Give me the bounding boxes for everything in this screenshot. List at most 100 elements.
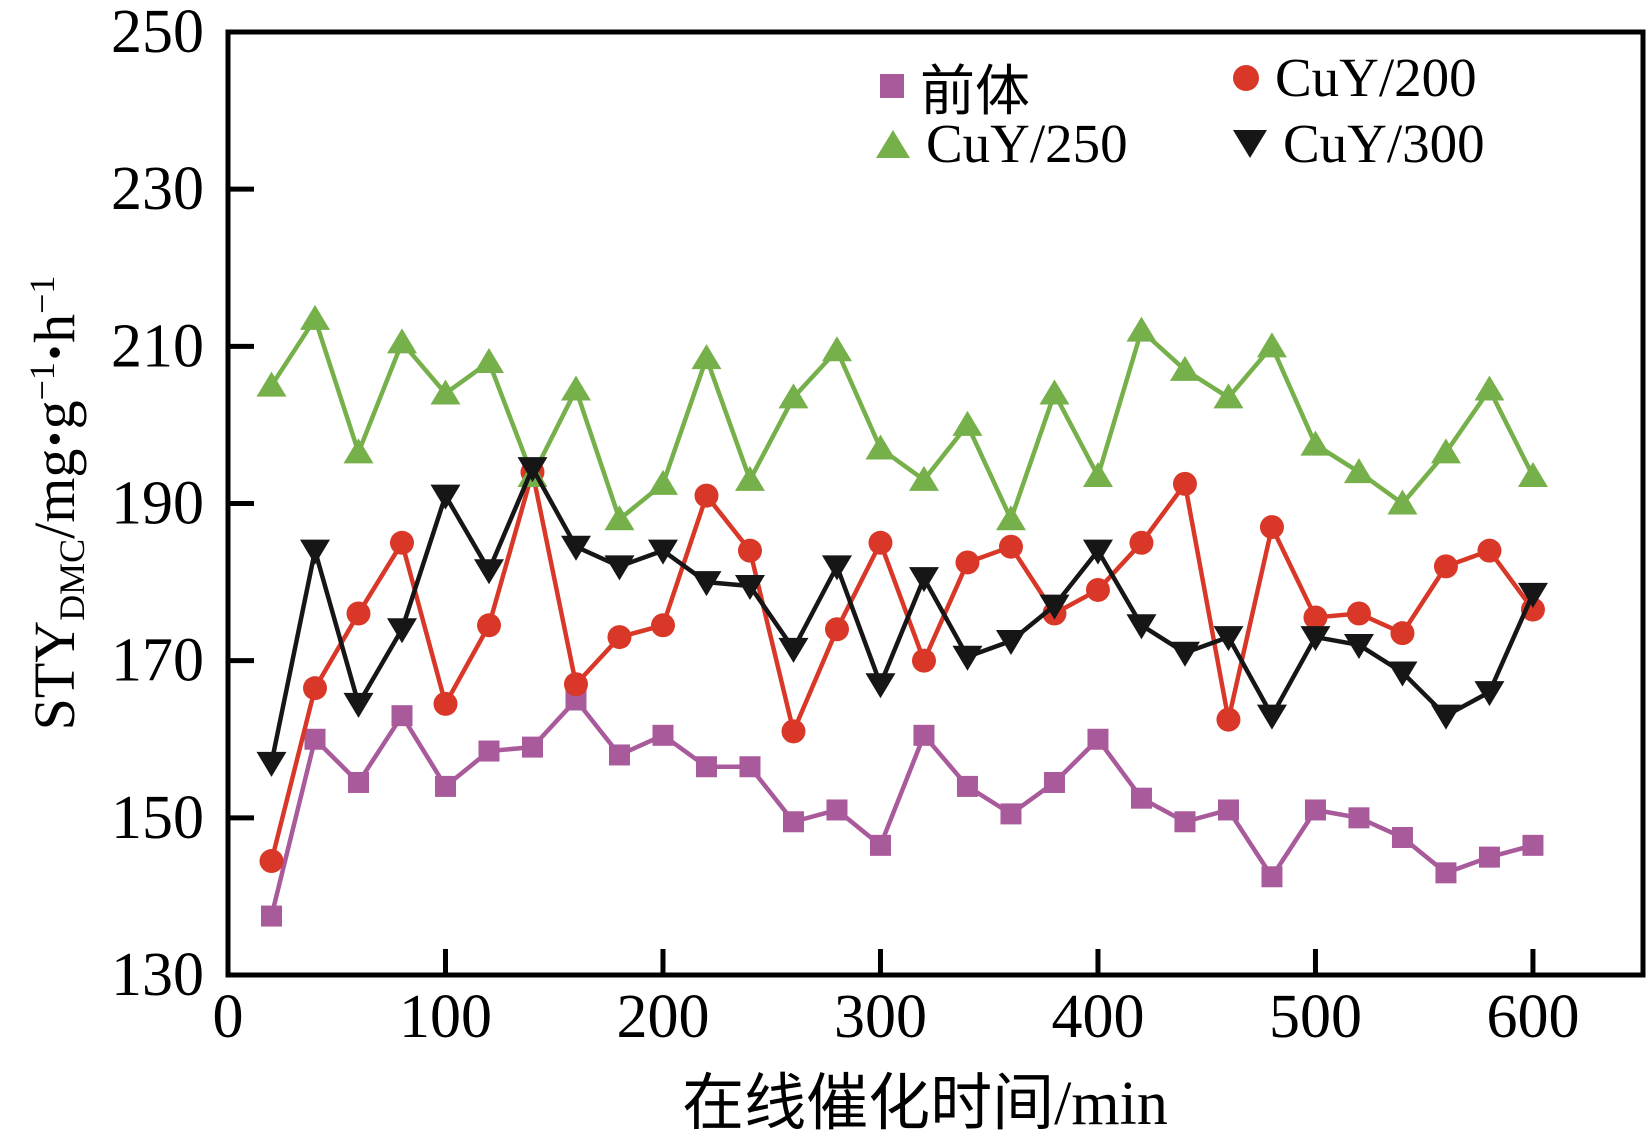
triangle-up-marker-icon: [876, 129, 910, 158]
y-axis-title-part: DMC: [52, 538, 93, 621]
legend-item-cuy-200: CuY/200: [1233, 46, 1477, 109]
data-point-cuy-200: [476, 613, 501, 638]
data-point-precursor: [1043, 771, 1065, 793]
data-point-precursor: [1087, 728, 1109, 750]
data-point-precursor: [304, 728, 326, 750]
data-point-cuy-250: [430, 379, 461, 405]
data-point-cuy-250: [821, 336, 852, 362]
data-point-cuy-300: [995, 630, 1026, 656]
data-point-cuy-250: [865, 434, 896, 460]
data-point-cuy-250: [908, 465, 939, 491]
legend-label: CuY/250: [926, 113, 1128, 174]
data-point-cuy-250: [1474, 375, 1505, 401]
data-point-cuy-200: [737, 538, 762, 563]
data-point-cuy-200: [1433, 554, 1458, 579]
y-tick-label: 190: [111, 470, 204, 538]
data-point-cuy-300: [1343, 633, 1374, 659]
data-point-cuy-250: [995, 505, 1026, 531]
square-marker-icon: [880, 74, 904, 98]
y-tick-label: 150: [111, 784, 204, 852]
data-point-cuy-200: [1303, 605, 1328, 630]
x-tick-label: 200: [616, 983, 709, 1051]
data-point-cuy-300: [386, 618, 417, 644]
data-point-cuy-250: [691, 344, 722, 370]
legend-item-cuy-300: CuY/300: [1233, 112, 1485, 175]
series-line-cuy-200: [269, 469, 1535, 862]
data-point-cuy-250: [473, 348, 504, 374]
data-point-cuy-250: [343, 438, 374, 464]
data-point-cuy-300: [343, 692, 374, 718]
circle-marker-icon: [1233, 64, 1259, 91]
y-tick-label: 210: [111, 312, 204, 380]
data-point-cuy-300: [691, 571, 722, 597]
data-point-cuy-200: [607, 625, 632, 650]
data-point-cuy-200: [1259, 515, 1284, 540]
data-point-cuy-300: [560, 535, 591, 561]
data-point-cuy-300: [604, 555, 635, 581]
y-axis-title-part: −1: [22, 362, 63, 401]
data-point-cuy-300: [256, 751, 287, 777]
legend-label: CuY/200: [1275, 47, 1477, 108]
x-tick-label: 500: [1269, 983, 1362, 1051]
data-point-precursor: [1348, 807, 1370, 829]
data-point-precursor: [1000, 803, 1022, 825]
data-point-precursor: [695, 756, 717, 778]
y-axis-title-part: •: [30, 344, 79, 361]
data-point-precursor: [434, 775, 456, 797]
data-point-cuy-200: [1346, 601, 1371, 626]
data-point-cuy-200: [1129, 530, 1154, 555]
data-point-cuy-200: [389, 530, 414, 555]
data-point-precursor: [652, 724, 674, 746]
data-point-cuy-300: [647, 539, 678, 565]
data-point-cuy-200: [868, 530, 893, 555]
data-point-precursor: [347, 771, 369, 793]
data-point-cuy-300: [1474, 681, 1505, 707]
legend-item-cuy-250: CuY/250: [876, 112, 1128, 175]
y-tick-label: 250: [111, 0, 204, 66]
data-point-cuy-300: [908, 567, 939, 593]
data-point-cuy-300: [1126, 614, 1157, 640]
data-point-cuy-250: [952, 410, 983, 436]
data-point-precursor: [1522, 834, 1544, 856]
data-point-precursor: [478, 740, 500, 762]
data-point-precursor: [826, 799, 848, 821]
data-point-cuy-200: [694, 483, 719, 508]
data-point-precursor: [913, 724, 935, 746]
data-point-cuy-300: [865, 673, 896, 699]
data-point-cuy-300: [1256, 704, 1287, 730]
y-axis-title-part: −1: [22, 275, 63, 314]
data-point-cuy-250: [1082, 461, 1113, 487]
data-point-cuy-300: [1039, 594, 1070, 620]
y-axis-title-part: g: [21, 400, 87, 430]
data-point-cuy-300: [517, 457, 548, 483]
data-point-cuy-300: [299, 539, 330, 565]
data-point-cuy-300: [1300, 626, 1331, 652]
data-point-cuy-250: [299, 304, 330, 330]
data-point-cuy-300: [473, 559, 504, 585]
data-point-cuy-250: [1126, 316, 1157, 342]
x-tick-label: 0: [213, 983, 244, 1051]
data-point-cuy-250: [604, 505, 635, 531]
data-point-cuy-200: [824, 617, 849, 642]
data-point-precursor: [1478, 846, 1500, 868]
data-point-cuy-250: [1300, 430, 1331, 456]
data-point-cuy-300: [1082, 539, 1113, 565]
data-point-cuy-300: [1169, 641, 1200, 667]
x-tick-label: 400: [1051, 983, 1144, 1051]
data-point-cuy-250: [647, 469, 678, 495]
data-point-precursor: [1174, 811, 1196, 833]
data-point-precursor: [391, 705, 413, 727]
series-precursor: [260, 689, 1544, 927]
data-point-precursor: [608, 744, 630, 766]
data-point-precursor: [956, 775, 978, 797]
data-point-precursor: [1435, 862, 1457, 884]
data-point-cuy-250: [1430, 438, 1461, 464]
data-point-precursor: [739, 756, 761, 778]
data-point-cuy-200: [1216, 707, 1241, 732]
data-point-cuy-250: [256, 371, 287, 397]
triangle-down-marker-icon: [1233, 129, 1267, 158]
series-line-cuy-250: [269, 316, 1535, 522]
data-point-cuy-300: [1213, 626, 1244, 652]
data-point-cuy-250: [1256, 332, 1287, 358]
